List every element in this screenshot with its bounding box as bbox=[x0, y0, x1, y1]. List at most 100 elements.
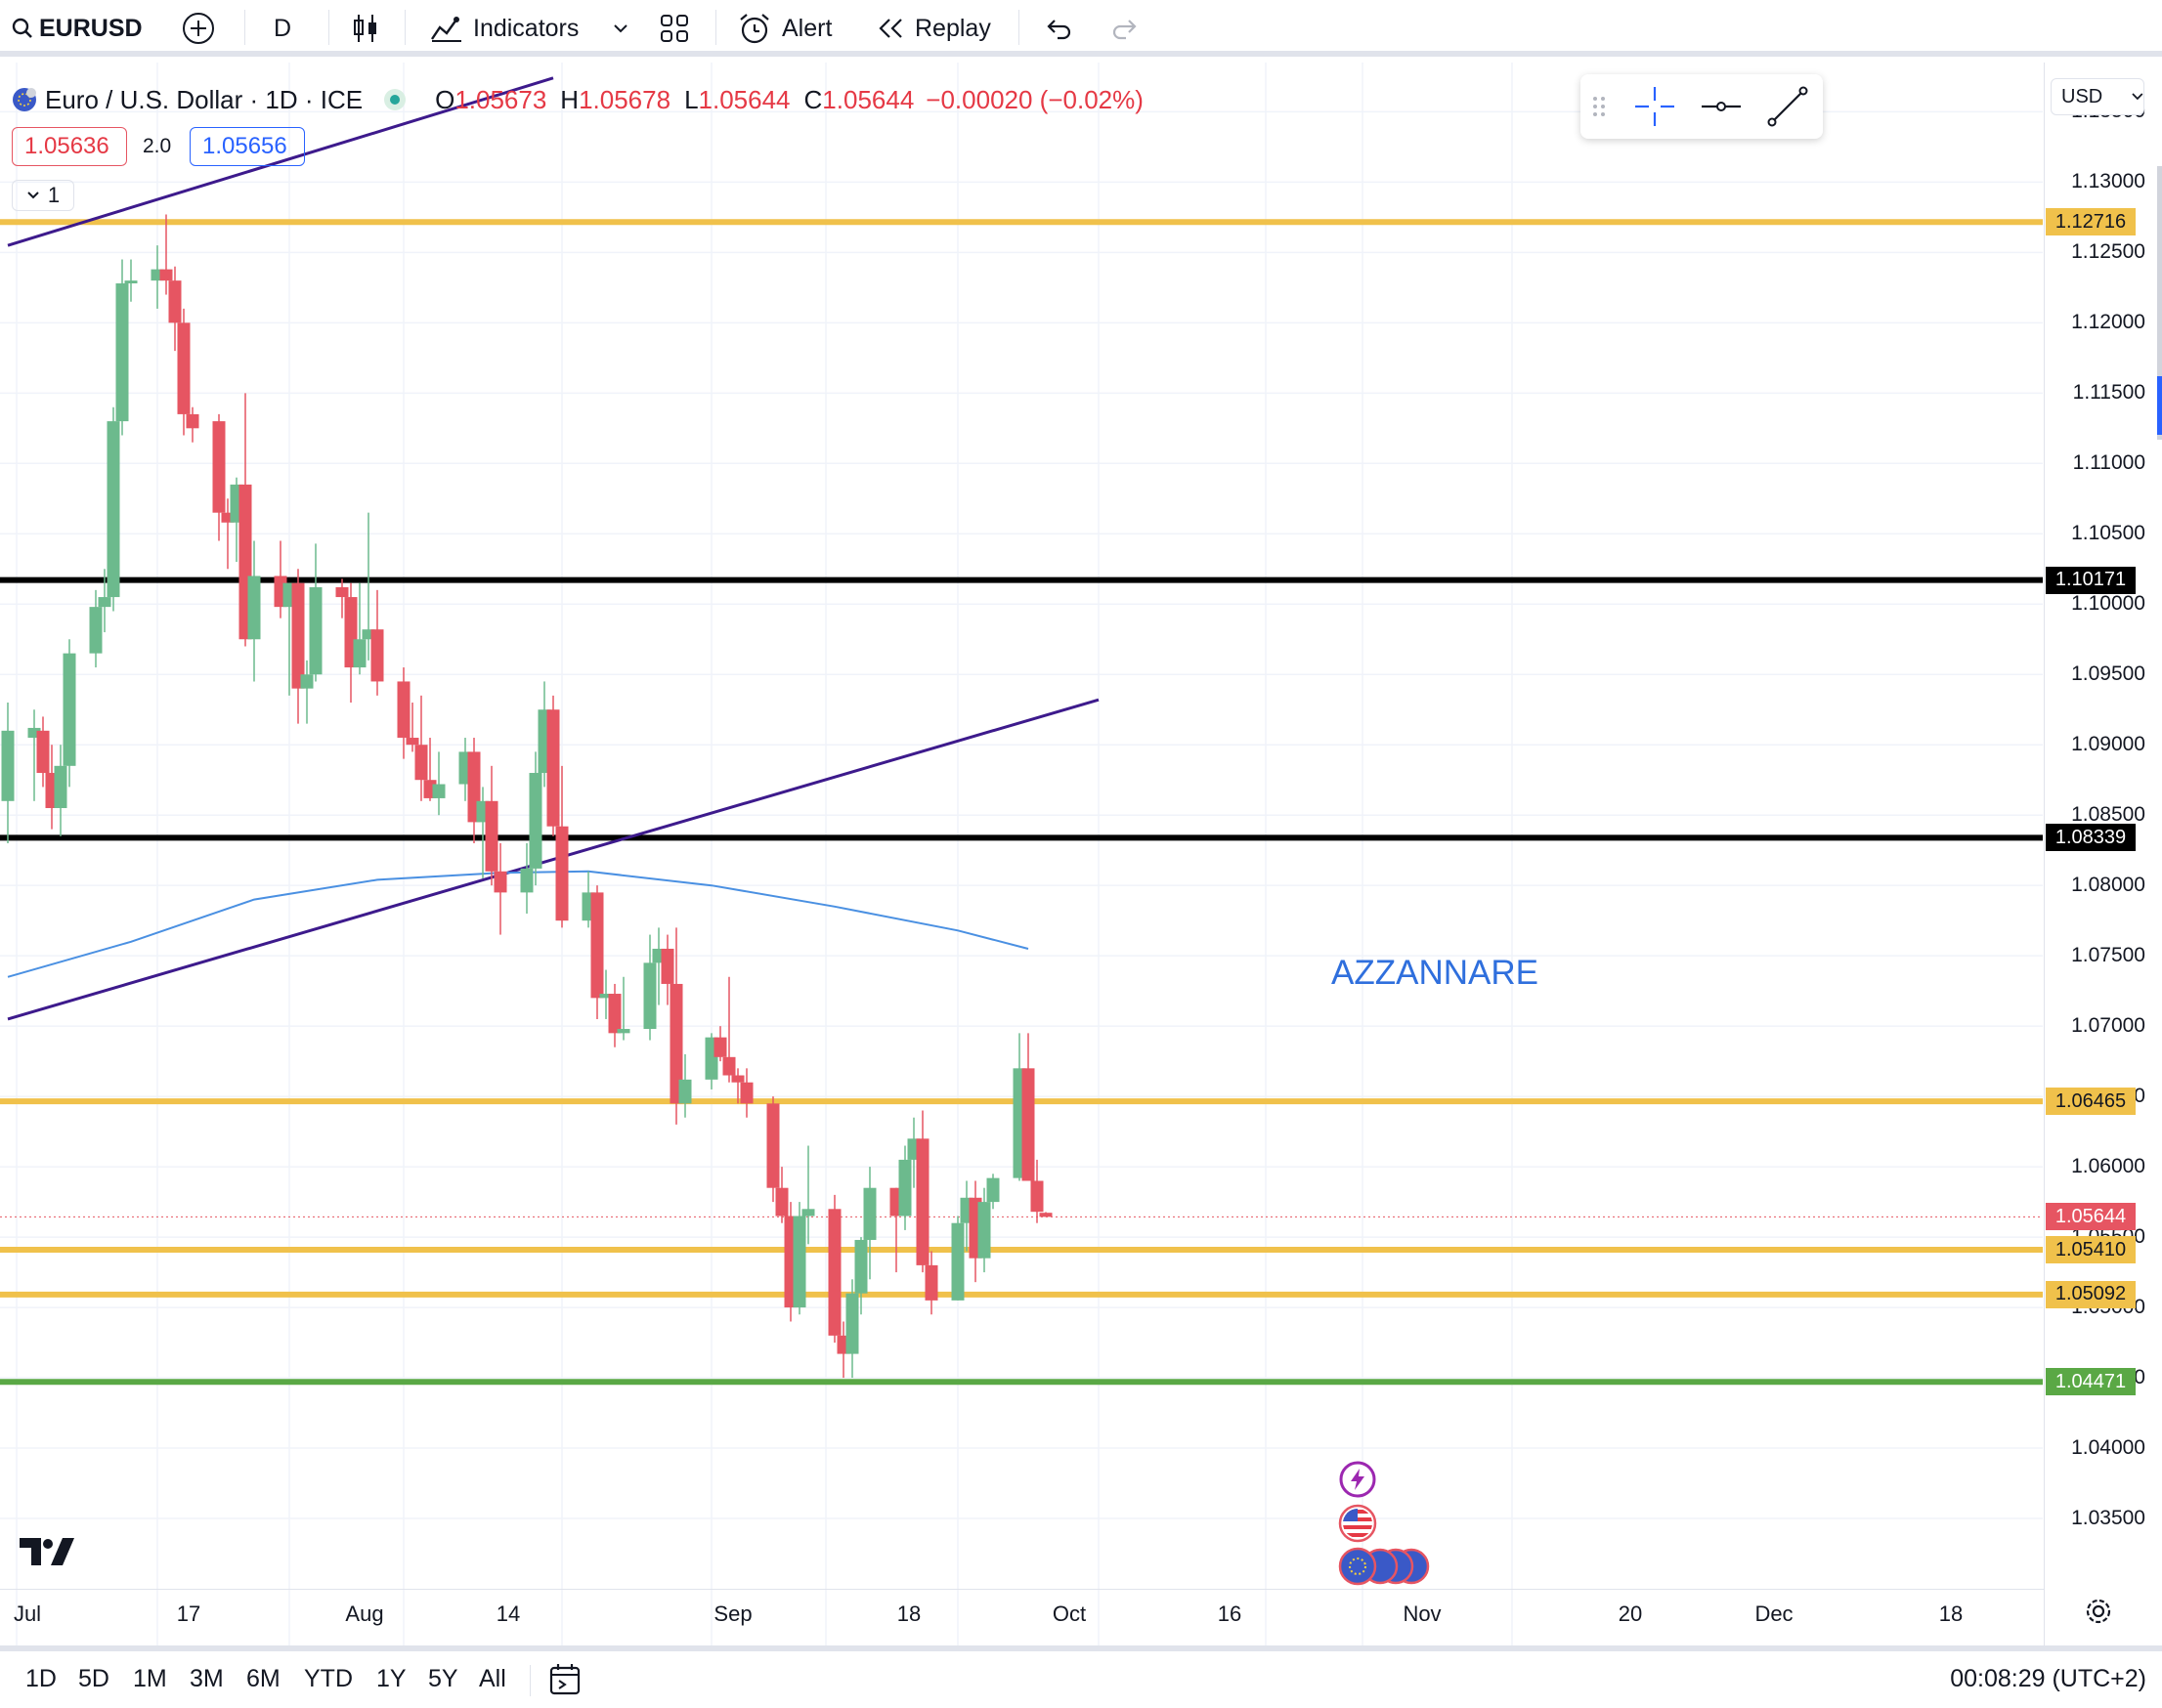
range-1y-button[interactable]: 1Y bbox=[376, 1665, 407, 1692]
high-value: 1.05678 bbox=[579, 84, 671, 114]
indicators-button[interactable]: Indicators bbox=[430, 0, 579, 57]
trend-line-icon[interactable] bbox=[1764, 83, 1811, 130]
candle bbox=[793, 1202, 806, 1315]
redo-button[interactable] bbox=[1110, 0, 1140, 57]
chevron-down-icon bbox=[2132, 93, 2143, 101]
range-all-button[interactable]: All bbox=[479, 1665, 506, 1692]
candle-body bbox=[362, 629, 375, 640]
range-3m-button[interactable]: 3M bbox=[190, 1665, 224, 1692]
range-1m-button[interactable]: 1M bbox=[133, 1665, 167, 1692]
price-level-label[interactable]: 1.05410 bbox=[2046, 1236, 2136, 1264]
range-5d-button[interactable]: 5D bbox=[78, 1665, 109, 1692]
candle bbox=[678, 1053, 692, 1118]
buy-button[interactable]: 1.05656 bbox=[190, 127, 305, 166]
clock-timezone[interactable]: 00:08:29 (UTC+2) bbox=[1950, 1665, 2146, 1692]
trendline bbox=[7, 76, 554, 247]
time-label: Sep bbox=[713, 1601, 753, 1626]
undo-button[interactable] bbox=[1044, 0, 1073, 57]
market-status-icon[interactable] bbox=[384, 89, 407, 110]
candle bbox=[494, 842, 507, 935]
candle bbox=[107, 406, 120, 612]
replay-button[interactable]: Replay bbox=[876, 0, 991, 57]
scale-scroll-thumb[interactable] bbox=[2157, 376, 2162, 435]
toolbar-divider bbox=[244, 10, 245, 45]
range-6m-button[interactable]: 6M bbox=[246, 1665, 281, 1692]
sell-button[interactable]: 1.05636 bbox=[12, 127, 127, 166]
lightning-event-icon[interactable] bbox=[1338, 1460, 1377, 1499]
candle-body bbox=[89, 607, 103, 654]
candle-body bbox=[291, 582, 305, 689]
candle-body bbox=[898, 1159, 912, 1217]
candle bbox=[300, 660, 314, 724]
candle-body bbox=[27, 727, 41, 739]
price-chart[interactable] bbox=[0, 63, 2162, 1645]
time-axis[interactable]: Jul 17 Aug 14 Sep 18 Oct 16 Nov 20 Dec 1… bbox=[0, 1589, 2044, 1641]
chart-pane[interactable]: AZZANNARE bbox=[0, 63, 2162, 1645]
toolbar-divider bbox=[328, 10, 329, 45]
price-level-label[interactable]: 1.06465 bbox=[2046, 1088, 2136, 1116]
candle bbox=[925, 1251, 938, 1315]
price-tick-label: 1.06000 bbox=[2071, 1155, 2145, 1178]
go-to-date-button[interactable] bbox=[547, 1661, 584, 1703]
candle bbox=[98, 569, 111, 633]
candle-body bbox=[168, 280, 182, 323]
candle-body bbox=[406, 738, 419, 746]
chart-settings-button[interactable] bbox=[2082, 1595, 2115, 1633]
range-ytd-button[interactable]: YTD bbox=[304, 1665, 353, 1692]
candle-body bbox=[54, 765, 67, 809]
candle-body bbox=[309, 586, 323, 675]
layouts-button[interactable] bbox=[659, 0, 690, 57]
candle-body bbox=[845, 1293, 859, 1354]
range-1d-button[interactable]: 1D bbox=[25, 1665, 57, 1692]
candle bbox=[406, 703, 419, 752]
price-level-label[interactable]: 1.05092 bbox=[2046, 1280, 2136, 1308]
tradingview-logo[interactable] bbox=[20, 1538, 74, 1572]
price-level-label[interactable]: 1.04471 bbox=[2046, 1368, 2136, 1396]
symbol-search-button[interactable]: EURUSD bbox=[12, 0, 143, 57]
price-scale[interactable]: 1.135001.130001.125001.120001.115001.110… bbox=[2044, 63, 2162, 1645]
candle-body bbox=[212, 421, 226, 513]
redo-icon bbox=[1112, 20, 1137, 40]
symbol-title[interactable]: Euro / U.S. Dollar · 1D · ICE bbox=[45, 84, 364, 114]
time-label: 18 bbox=[1938, 1601, 1964, 1626]
candle-body bbox=[863, 1187, 877, 1240]
moving-average-line bbox=[7, 870, 1029, 978]
price-tick-label: 1.08500 bbox=[2071, 803, 2145, 827]
currency-select[interactable]: USD bbox=[2051, 78, 2144, 115]
candle bbox=[977, 1187, 991, 1273]
candle bbox=[854, 1237, 868, 1315]
grid bbox=[0, 63, 2043, 1645]
candle bbox=[1, 703, 15, 843]
alert-button[interactable]: Alert bbox=[737, 0, 832, 57]
crosshair-icon[interactable] bbox=[1631, 83, 1678, 130]
time-label: Dec bbox=[1754, 1601, 1794, 1626]
interval-button[interactable]: D bbox=[274, 0, 291, 57]
range-5y-button[interactable]: 5Y bbox=[428, 1665, 458, 1692]
indicators-dropdown-button[interactable] bbox=[612, 0, 629, 57]
eu-flag-event-icon[interactable] bbox=[1337, 1547, 1435, 1586]
price-level-label[interactable]: 1.12716 bbox=[2046, 208, 2136, 236]
candle-body bbox=[36, 730, 50, 774]
horizontal-line-icon[interactable] bbox=[1698, 83, 1745, 130]
us-flag-event-icon[interactable] bbox=[1338, 1504, 1377, 1543]
candle bbox=[713, 1026, 727, 1062]
candle bbox=[362, 512, 375, 661]
candle bbox=[309, 543, 323, 682]
candle-body bbox=[731, 1075, 745, 1083]
candle-body bbox=[151, 269, 164, 281]
price-tick-label: 1.07000 bbox=[2071, 1014, 2145, 1038]
candle bbox=[177, 308, 191, 436]
price-level-label[interactable]: 1.08339 bbox=[2046, 824, 2136, 852]
symbol-name: EURUSD bbox=[39, 14, 143, 42]
price-level-label[interactable]: 1.10171 bbox=[2046, 566, 2136, 594]
indicators-collapse-button[interactable]: 1 bbox=[12, 180, 74, 211]
compare-symbol-button[interactable] bbox=[182, 0, 215, 57]
price-level-label[interactable]: 1.05644 bbox=[2046, 1203, 2136, 1231]
candle-body bbox=[546, 709, 560, 827]
candle-body bbox=[432, 784, 446, 798]
annotation-text[interactable]: AZZANNARE bbox=[1331, 954, 1538, 992]
candle bbox=[221, 498, 235, 570]
scale-scroll-indicator[interactable] bbox=[2157, 166, 2162, 440]
drag-handle-icon[interactable] bbox=[1590, 92, 1610, 121]
chart-type-button[interactable] bbox=[352, 0, 379, 57]
